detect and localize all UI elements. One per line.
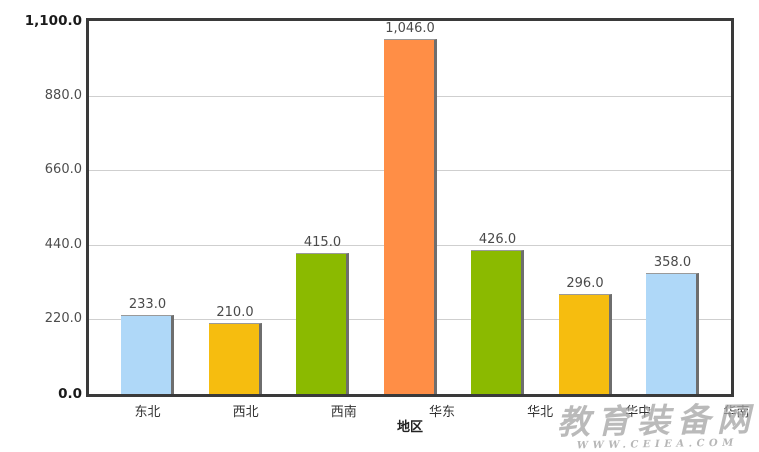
bar-rect [296, 253, 349, 394]
y-tick-label: 440.0 [44, 236, 82, 252]
bar-5: 296.0 [558, 276, 612, 394]
bar-1: 210.0 [208, 305, 262, 394]
bar-value-label: 1,046.0 [385, 21, 435, 37]
bar-value-label: 426.0 [478, 231, 517, 247]
y-tick-label: 220.0 [44, 311, 82, 327]
x-category-label: 西南 [330, 405, 357, 420]
x-category-label: 华南 [723, 405, 750, 420]
bar-rect [383, 39, 437, 394]
bar-rect [121, 315, 174, 394]
bar-rect [471, 249, 524, 394]
y-tick-label: 880.0 [44, 87, 82, 103]
x-category-label: 东北 [134, 405, 161, 420]
x-category-label: 西北 [232, 405, 259, 420]
bar-6: 358.0 [646, 255, 699, 394]
x-category-label: 华北 [527, 405, 554, 420]
bar-value-label: 415.0 [303, 235, 342, 251]
bar-2: 415.0 [296, 235, 349, 394]
x-axis-category-labels: 东北 西北 西南 华东 华北 华中 华南 [89, 401, 759, 420]
y-axis-labels: 0.0 220.0 440.0 660.0 880.0 1,100.0 [0, 0, 82, 452]
y-tick-label: 0.0 [58, 386, 82, 402]
bars-container: 233.0 210.0 415.0 1,046.0 426.0 296.0 358.0 [89, 21, 731, 394]
bar-rect [208, 322, 262, 394]
bar-value-label: 296.0 [566, 275, 604, 291]
bar-rect [558, 293, 612, 394]
bar-value-label: 358.0 [653, 254, 692, 270]
bar-4: 426.0 [471, 232, 524, 394]
x-axis-title: 地区 [396, 420, 423, 435]
y-tick-label: 1,100.0 [24, 13, 82, 29]
bar-value-label: 233.0 [128, 297, 167, 312]
bar-0: 233.0 [121, 297, 174, 394]
watermark-url: WWW.CEIEA.COM [576, 437, 738, 452]
bar-rect [646, 272, 699, 394]
bar-value-label: 210.0 [216, 304, 254, 320]
x-category-label: 华东 [428, 405, 455, 420]
plot-area: 233.0 210.0 415.0 1,046.0 426.0 296.0 358.0 [86, 18, 734, 397]
bar-3: 1,046.0 [383, 21, 437, 394]
y-tick-label: 660.0 [44, 162, 82, 178]
x-category-label: 华中 [625, 405, 652, 420]
